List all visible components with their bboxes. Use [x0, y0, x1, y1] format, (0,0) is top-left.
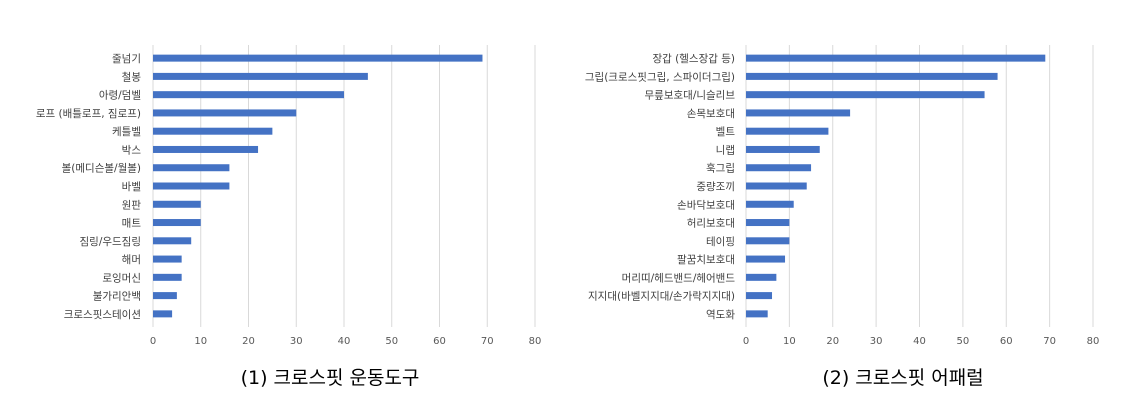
category-label: 허리보호대 — [687, 218, 735, 230]
x-tick-label: 10 — [194, 336, 207, 347]
category-label: 철봉 — [122, 71, 142, 83]
category-label: 손목보호대 — [687, 108, 735, 120]
x-tick-label: 0 — [150, 336, 156, 347]
chart-caption: (2) 크로스핏 어패럴 — [822, 367, 983, 389]
x-tick-label: 70 — [481, 336, 494, 347]
bar — [153, 127, 273, 135]
x-tick-label: 20 — [826, 336, 839, 347]
bar — [746, 164, 812, 172]
x-tick-label: 30 — [870, 336, 883, 347]
bar — [746, 255, 786, 263]
bar — [153, 237, 192, 245]
category-label: 무릎보호대/니슬리브 — [645, 90, 736, 102]
bar — [746, 292, 773, 300]
x-tick-label: 60 — [1000, 336, 1013, 347]
bar — [746, 127, 829, 135]
x-tick-label: 80 — [1087, 336, 1100, 347]
category-label: 로잉머신 — [102, 272, 141, 284]
category-label: 케틀벨 — [112, 126, 141, 138]
category-label: 역도화 — [706, 309, 735, 321]
x-tick-label: 80 — [529, 336, 542, 347]
bar — [746, 200, 794, 208]
category-label: 아령/덤벨 — [99, 90, 141, 102]
bar — [746, 91, 985, 99]
chart-crossfit-apparel: 0 10 20 30 40 50 60 70 80 장갑 (헬스장갑 등) 그립(크로스핏그립, 스… — [585, 45, 1099, 389]
bar — [746, 72, 998, 80]
x-tick-label: 50 — [385, 336, 398, 347]
category-label: 벨트 — [716, 126, 736, 138]
category-label: 바벨 — [122, 181, 141, 193]
category-label: 중량조끼 — [696, 181, 735, 193]
category-label: 훅그립 — [706, 162, 735, 175]
bar — [746, 237, 790, 245]
bar — [153, 109, 297, 117]
bar — [746, 310, 768, 318]
category-label: 해머 — [122, 253, 141, 266]
bar — [153, 255, 182, 263]
category-label: 손바닥보호대 — [677, 199, 735, 211]
x-tick-label: 0 — [743, 336, 749, 347]
x-tick-label: 20 — [242, 336, 255, 347]
x-tick-label: 50 — [957, 336, 970, 347]
category-label: 지지대(바벨지지대/손가락지지대) — [588, 291, 735, 303]
bar — [153, 200, 201, 208]
bar — [746, 54, 1046, 62]
category-label: 원판 — [122, 199, 142, 211]
chart-caption: (1) 크로스핏 운동도구 — [241, 367, 420, 389]
category-label: 크로스핏스테이션 — [64, 309, 141, 321]
category-label: 머리띠/헤드밴드/헤어밴드 — [622, 271, 736, 284]
x-tick-label: 30 — [290, 336, 303, 347]
category-label: 테이핑 — [706, 236, 735, 248]
x-tick-label: 70 — [1043, 336, 1056, 347]
x-tick-label: 60 — [433, 336, 446, 347]
category-label: 그립(크로스핏그립, 스파이더그립) — [585, 70, 735, 83]
category-label: 니랩 — [716, 144, 735, 156]
bar — [153, 219, 201, 227]
category-label: 불가리안백 — [93, 291, 141, 303]
category-label: 장갑 (헬스장갑 등) — [653, 53, 736, 65]
bar — [153, 91, 344, 99]
bar — [746, 182, 807, 190]
bar — [153, 273, 182, 281]
category-label: 줄넘기 — [112, 53, 141, 65]
category-label: 짐링/우드짐링 — [80, 236, 142, 248]
category-label: 매트 — [122, 218, 142, 230]
category-label: 로프 (배틀로프, 짐로프) — [36, 108, 141, 120]
bar — [153, 164, 230, 172]
x-tick-label: 40 — [913, 336, 926, 347]
category-label: 볼(메디슨볼/월볼) — [62, 163, 141, 175]
bar — [153, 182, 230, 190]
bar — [746, 219, 790, 227]
bar — [746, 109, 851, 117]
bar — [153, 145, 259, 153]
bar — [746, 273, 777, 281]
x-tick-label: 40 — [338, 336, 351, 347]
bar — [153, 310, 173, 318]
bar — [746, 145, 820, 153]
bar — [153, 292, 177, 300]
bar — [153, 54, 483, 62]
x-tick-label: 10 — [783, 336, 796, 347]
category-label: 팔꿈치보호대 — [677, 254, 735, 266]
category-label: 박스 — [122, 144, 142, 156]
bar — [153, 72, 368, 80]
